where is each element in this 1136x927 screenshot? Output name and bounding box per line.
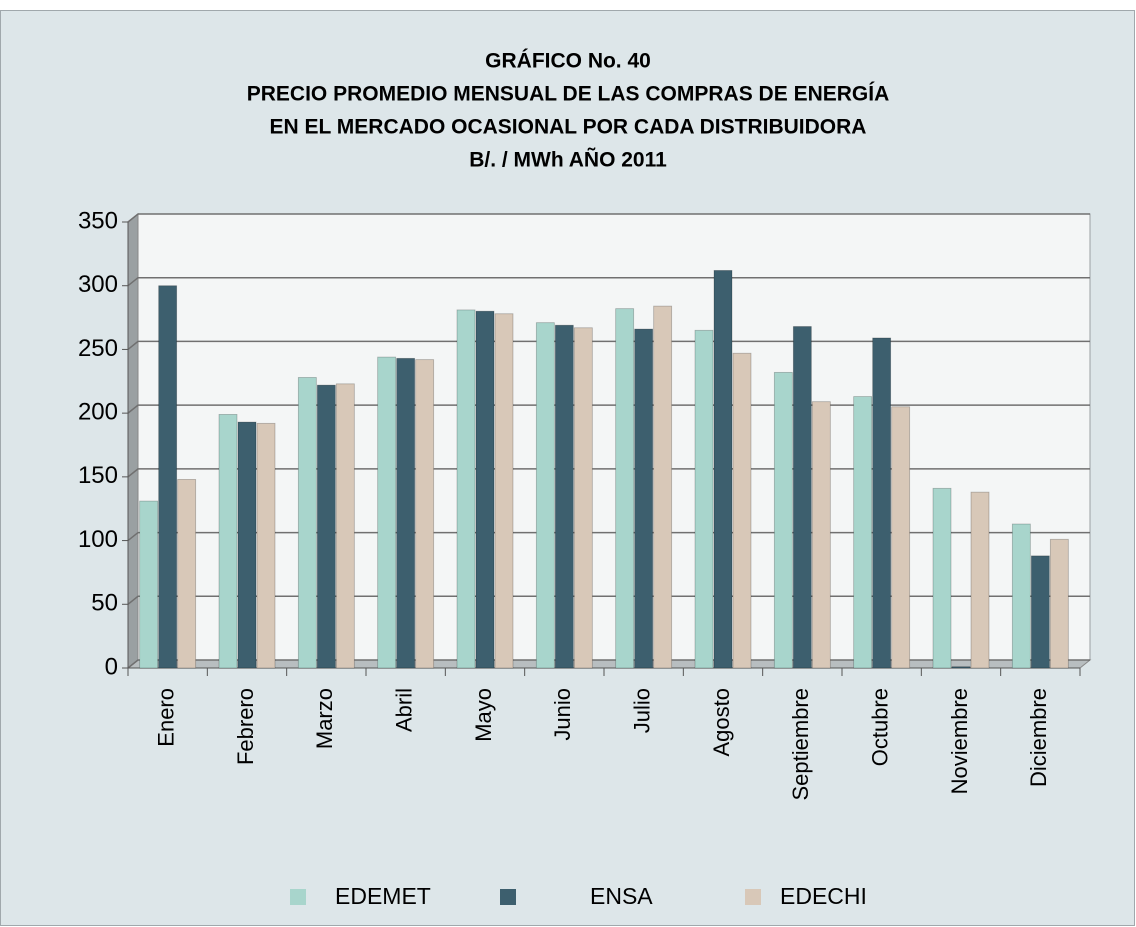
- x-tick-label: Junio: [550, 688, 575, 741]
- legend-swatch: [290, 889, 306, 905]
- grid-line: [127, 404, 1090, 414]
- bar: [1011, 523, 1031, 669]
- legend-label: EDEMET: [335, 883, 431, 909]
- bar: [297, 377, 317, 669]
- bar: [237, 421, 257, 669]
- chart-title: B/. / MWh AÑO 2011: [469, 149, 667, 172]
- y-tick-label: 150: [78, 462, 118, 489]
- bar: [494, 313, 514, 669]
- y-tick-label: 200: [78, 398, 118, 425]
- bar: [396, 357, 416, 669]
- y-tick-label: 0: [105, 653, 118, 680]
- bar: [256, 422, 276, 669]
- x-tick-label: Mayo: [471, 688, 496, 742]
- bar: [792, 326, 812, 669]
- bar: [694, 329, 714, 669]
- bar: [415, 359, 435, 669]
- y-tick-label: 350: [78, 207, 118, 234]
- bar: [218, 414, 238, 669]
- legend-label: ENSA: [590, 883, 653, 909]
- bar: [872, 337, 892, 669]
- bar: [554, 324, 574, 669]
- bar: [335, 383, 355, 669]
- bar: [615, 308, 635, 669]
- x-tick-label: Febrero: [233, 688, 258, 765]
- title-group: GRÁFICO No. 40 PRECIO PROMEDIO MENSUAL DE…: [247, 50, 890, 172]
- x-tick-label: Agosto: [709, 688, 734, 757]
- bar: [535, 322, 555, 669]
- x-tick-label: Septiembre: [788, 688, 813, 801]
- bar: [891, 406, 911, 669]
- grid-line: [127, 531, 1090, 542]
- chart-title: PRECIO PROMEDIO MENSUAL DE LAS COMPRAS D…: [247, 83, 890, 106]
- grid-line: [127, 276, 1090, 287]
- bar: [970, 491, 990, 669]
- x-tick-label: Abril: [391, 688, 416, 732]
- grid-line: [127, 340, 1090, 351]
- x-tick-label: Marzo: [312, 688, 337, 749]
- bar: [139, 500, 159, 669]
- bar: [773, 371, 793, 669]
- bar: [811, 401, 831, 669]
- bar: [732, 352, 752, 669]
- grid-line: [127, 595, 1090, 605]
- x-tick-label: Julio: [629, 688, 654, 733]
- chart-title: EN EL MERCADO OCASIONAL POR CADA DISTRIB…: [270, 116, 867, 139]
- grid-line: [127, 659, 1090, 669]
- y-tick-label: 100: [78, 526, 118, 553]
- legend-swatch: [745, 889, 761, 905]
- bar: [377, 356, 397, 669]
- bar: [653, 305, 673, 669]
- bar: [316, 384, 336, 669]
- grid-line: [127, 468, 1090, 478]
- bar: [456, 309, 476, 669]
- bar: [634, 328, 654, 669]
- bar: [177, 479, 197, 669]
- y-tick-label: 50: [91, 590, 118, 617]
- bar: [853, 396, 873, 669]
- bar: [951, 666, 971, 669]
- y-tick-label: 300: [78, 271, 118, 298]
- grid-line: [127, 213, 1090, 223]
- x-tick-label: Enero: [153, 688, 178, 747]
- y-tick-label: 250: [78, 335, 118, 362]
- x-tick-label: Diciembre: [1026, 688, 1051, 787]
- bar: [713, 270, 733, 669]
- bar: [1030, 555, 1050, 669]
- legend-label: EDECHI: [780, 883, 867, 909]
- bar: [1049, 538, 1069, 669]
- bar: [158, 285, 178, 669]
- chart-title: GRÁFICO No. 40: [485, 50, 651, 73]
- x-tick-label: Octubre: [867, 688, 892, 766]
- x-tick-label: Noviembre: [947, 688, 972, 794]
- bar: [475, 310, 495, 669]
- bar: [932, 487, 952, 669]
- legend-swatch: [500, 889, 516, 905]
- bar: [573, 327, 593, 669]
